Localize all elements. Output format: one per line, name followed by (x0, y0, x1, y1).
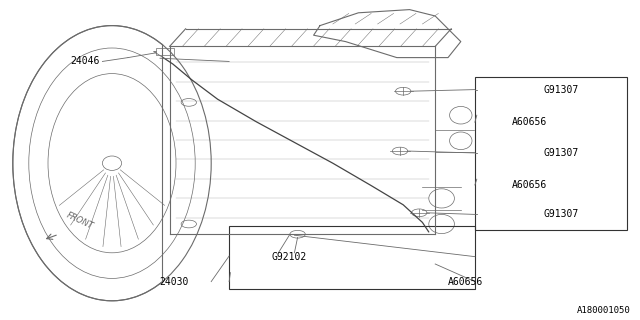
Bar (229, 226, 475, 289)
Text: 24030: 24030 (159, 276, 189, 287)
Text: A180001050: A180001050 (577, 306, 630, 315)
Text: G92102: G92102 (272, 252, 307, 262)
Text: A60656: A60656 (512, 117, 547, 127)
Text: A60656: A60656 (448, 276, 483, 287)
Text: 24046: 24046 (70, 56, 99, 67)
Text: A60656: A60656 (512, 180, 547, 190)
Text: G91307: G91307 (544, 209, 579, 220)
Text: FRONT: FRONT (65, 211, 95, 231)
Bar (475, 77, 627, 230)
Text: G91307: G91307 (544, 148, 579, 158)
Bar (156, 48, 174, 55)
Text: G91307: G91307 (544, 84, 579, 95)
